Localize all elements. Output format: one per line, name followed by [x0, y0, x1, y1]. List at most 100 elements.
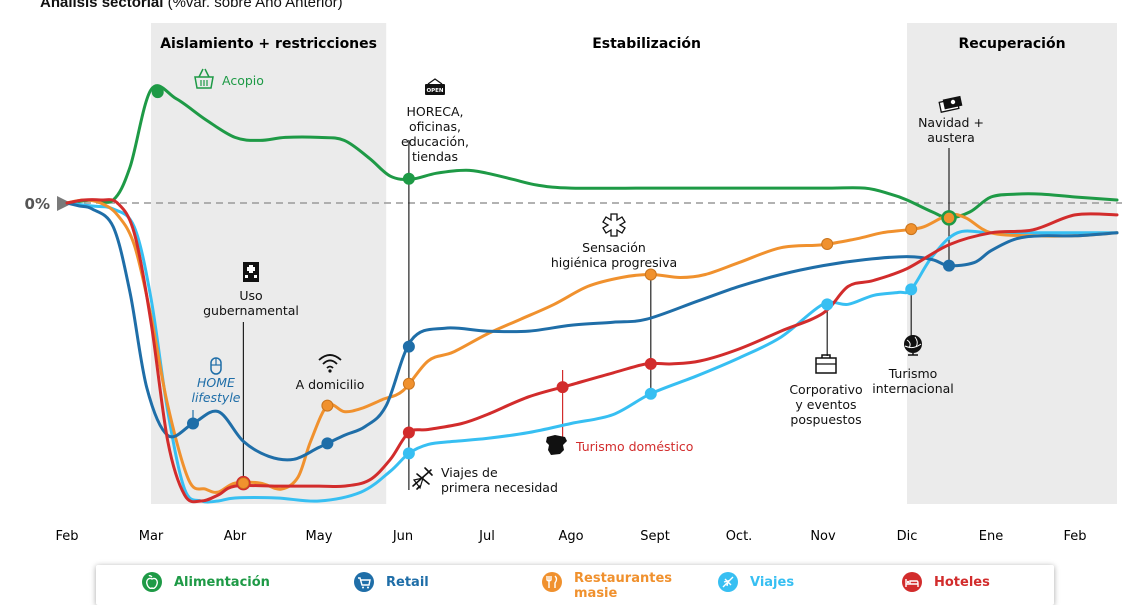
data-point-retail [943, 259, 955, 272]
legend-label: Retail [386, 575, 429, 590]
x-tick-label: May [306, 529, 333, 544]
annotation-uso: Uso gubernamental [203, 288, 299, 318]
x-tick-label: Ago [558, 529, 583, 544]
title-bold: Análisis sectorial [40, 0, 164, 11]
cart-icon [354, 572, 374, 592]
annotation-horeca: HORECA, oficinas, educación, tiendas [401, 104, 469, 164]
data-point-alimentacion [402, 172, 415, 185]
spain-map-icon [546, 435, 567, 455]
open-sign-icon: OPEN [425, 78, 445, 95]
x-tick-label: Ene [979, 529, 1003, 544]
annotation-line: oficinas, [409, 119, 461, 134]
annotation-turint: Turismo internacional [872, 366, 954, 396]
x-tick-label: Dic [897, 529, 918, 544]
data-point-restaurantes [402, 377, 415, 390]
annotation-line: Sensación [582, 240, 646, 255]
data-point-retail [321, 437, 334, 450]
x-tick-label: Jun [392, 529, 413, 544]
annotation-line: Turismo [888, 366, 938, 381]
svg-text:OPEN: OPEN [426, 88, 443, 94]
data-point-restaurantes [821, 237, 834, 250]
annotation-home: HOME lifestyle [191, 375, 240, 405]
annotation-line: A domicilio [296, 377, 365, 392]
annotation-line: educación, [401, 134, 469, 149]
annotation-line: austera [927, 130, 975, 145]
briefcase-icon [815, 354, 837, 374]
annotation-sensacion: Sensación higiénica progresiva [551, 240, 677, 270]
annotation-line: tiendas [412, 149, 458, 164]
legend-item: Hoteles [902, 572, 990, 592]
phase-label: Recuperación [958, 36, 1065, 52]
annotation-line: lifestyle [191, 390, 240, 405]
data-point-alimentacion [941, 210, 957, 226]
annotation-turdom: Turismo doméstico [575, 439, 693, 454]
annotation-viajespn: Viajes de primera necesidad [441, 465, 558, 495]
wifi-icon [318, 354, 342, 373]
data-point-restaurantes [237, 477, 250, 490]
legend-item: Restaurantes masie [542, 571, 673, 601]
plane-icon [718, 572, 738, 592]
x-tick-label: Feb [55, 529, 78, 544]
annotation-line: Turismo doméstico [575, 439, 693, 454]
legend-label: Restaurantes masie [574, 571, 673, 601]
annotation-line: Corporativo [789, 382, 862, 397]
annotation-line: pospuestos [790, 412, 861, 427]
data-point-retail [187, 417, 199, 430]
annotation-corporativo: Corporativo y eventos pospuestos [789, 382, 862, 427]
plane-icon [412, 467, 433, 490]
annotation-line: gubernamental [203, 303, 299, 318]
legend-item: Alimentación [142, 572, 270, 592]
annotation-line: Uso [239, 288, 262, 303]
annotation-line: y eventos [795, 397, 856, 412]
mouse-icon [210, 357, 222, 375]
x-tick-label: Oct. [726, 529, 753, 544]
data-point-hoteles [402, 426, 415, 439]
x-tick-label: Nov [810, 529, 836, 544]
data-point-alimentacion [151, 86, 164, 99]
sector-line-chart: Aislamiento + restricciones Estabilizació… [25, 23, 1122, 544]
chart-title: Análisis sectorial (%var. sobre Año Ante… [40, 0, 343, 11]
legend-label: Hoteles [934, 575, 990, 590]
data-point-hoteles [644, 357, 657, 370]
annotation-line: Navidad + [918, 115, 984, 130]
series-line-hoteles [65, 198, 1119, 504]
money-icon [938, 95, 963, 113]
data-point-restaurantes [644, 268, 657, 281]
data-point-hoteles [556, 381, 569, 394]
globe-icon [904, 335, 922, 356]
cutlery-icon [542, 572, 562, 592]
data-point-retail [402, 340, 415, 353]
hygiene-icon [602, 213, 626, 237]
x-tick-label: Sept [640, 529, 670, 544]
data-point-viajes [905, 283, 918, 296]
annotation-domicilio: A domicilio [296, 377, 365, 392]
legend-label: Viajes [750, 575, 795, 590]
annotation-line: Viajes de [441, 465, 498, 480]
x-tick-label: Jul [478, 529, 495, 544]
phase-label: Estabilización [592, 36, 701, 52]
annotation-navidad: Navidad + austera [918, 115, 984, 145]
x-tick-label: Abr [224, 529, 247, 544]
legend-item: Retail [354, 572, 429, 592]
zero-label: 0% [25, 195, 50, 213]
annotation-line: HOME [197, 375, 235, 390]
x-tick-label: Mar [139, 529, 164, 544]
data-point-ring [236, 475, 251, 491]
title-rest: (%var. sobre Año Anterior) [163, 0, 343, 11]
data-point-restaurantes [905, 223, 918, 236]
data-point-viajes [821, 298, 834, 311]
apple-icon [142, 572, 162, 592]
annotation-line: primera necesidad [441, 480, 558, 495]
phase-label: Aislamiento + restricciones [160, 36, 377, 52]
bed-icon [902, 572, 922, 592]
x-tick-label: Feb [1063, 529, 1086, 544]
data-point-viajes [644, 387, 657, 400]
annotation-line: HORECA, [406, 104, 463, 119]
legend-item: Viajes [718, 572, 794, 592]
legend-label: Alimentación [174, 575, 270, 590]
data-point-restaurantes [321, 399, 334, 412]
annotation-acopio: Acopio [222, 73, 264, 88]
annotation-line: internacional [872, 381, 954, 396]
chart-legend: Alimentación Retail Restaurantes masie Viaje… [96, 565, 1054, 605]
hospital-icon [243, 262, 259, 282]
